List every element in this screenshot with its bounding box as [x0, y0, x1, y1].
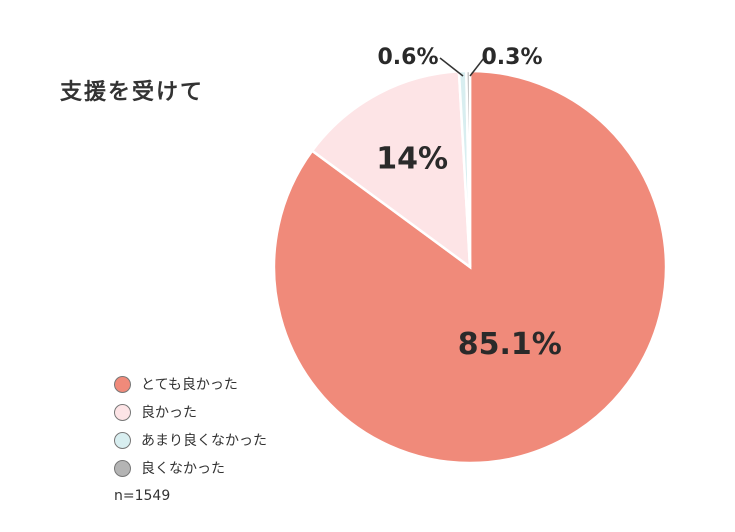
legend: とても良かった 良かったあまり良くなかった 良くなかった — [114, 370, 267, 482]
legend-label: とても良かった — [141, 377, 238, 393]
legend-label: 良かった — [141, 405, 197, 421]
chart-title: 支援を受けて — [60, 80, 205, 105]
pie-slice-2 — [310, 69, 472, 270]
legend-label: あまり良くなかった — [141, 433, 267, 449]
legend-item-2: 良かった — [114, 398, 267, 426]
slice-labels: 85.1% 14% 0.6% 0.3% — [376, 45, 562, 362]
pie-slices — [272, 69, 668, 465]
slice-label-2: 14% — [376, 142, 448, 177]
slice-label-3: 0.6% — [377, 45, 438, 70]
legend-swatch — [114, 403, 131, 421]
leader-line-4 — [469, 57, 485, 77]
pie-slice-4 — [465, 69, 472, 268]
legend-item-3: あまり良くなかった — [114, 426, 267, 454]
legend-swatch — [114, 375, 131, 393]
slice-label-1: 85.1% — [458, 327, 562, 362]
leader-lines — [439, 57, 485, 77]
legend-swatch — [114, 431, 131, 449]
legend-item-1: とても良かった — [114, 370, 267, 398]
legend-label: 良くなかった — [141, 461, 225, 477]
leader-line-3 — [439, 57, 464, 77]
legend-item-4: 良くなかった — [114, 454, 267, 482]
slice-label-4: 0.3% — [481, 45, 542, 70]
sample-size-note: n=1549 — [114, 488, 171, 504]
legend-swatch — [114, 459, 131, 477]
